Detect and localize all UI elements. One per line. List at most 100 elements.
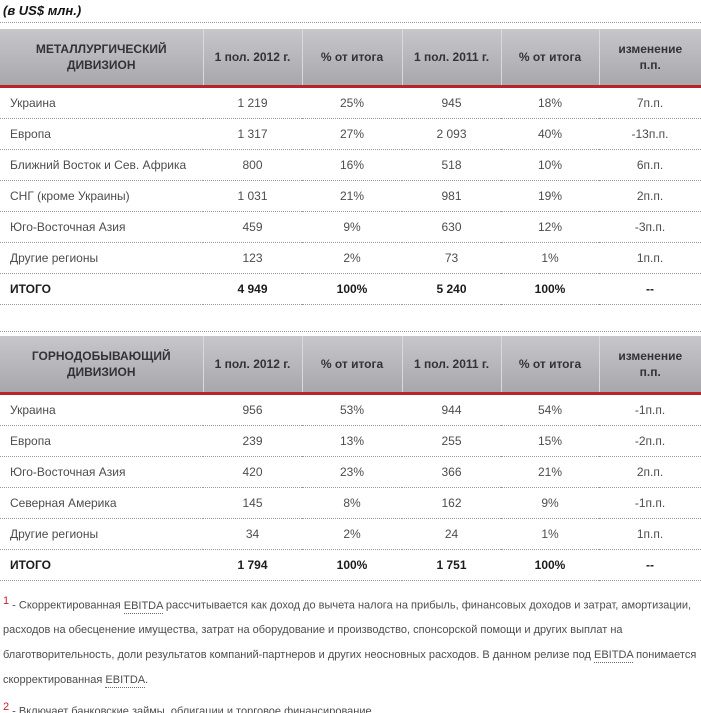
value-cell: -- bbox=[599, 549, 701, 581]
value-cell: 9% bbox=[501, 487, 599, 519]
value-cell: -3п.п. bbox=[599, 211, 701, 243]
region-label: Украина bbox=[0, 393, 203, 426]
value-cell: 2п.п. bbox=[599, 456, 701, 488]
value-cell: 54% bbox=[501, 393, 599, 426]
value-cell: 5 240 bbox=[402, 273, 501, 305]
region-label: Другие регионы bbox=[0, 518, 203, 550]
value-cell: 100% bbox=[302, 273, 402, 305]
value-cell: 21% bbox=[302, 180, 402, 212]
region-label: ИТОГО bbox=[0, 273, 203, 305]
value-cell: 800 bbox=[203, 149, 302, 181]
value-cell: 4 949 bbox=[203, 273, 302, 305]
header-row: МЕТАЛЛУРГИЧЕСКИЙ ДИВИЗИОН 1 пол. 2012 г.%… bbox=[0, 29, 701, 88]
value-cell: 1 794 bbox=[203, 549, 302, 581]
data-table: ГОРНОДОБЫВАЮЩИЙ ДИВИЗИОН 1 пол. 2012 г.% … bbox=[0, 336, 701, 581]
column-header: ГОРНОДОБЫВАЮЩИЙ ДИВИЗИОН bbox=[0, 336, 203, 395]
value-cell: 10% bbox=[501, 149, 599, 181]
value-cell: 518 bbox=[402, 149, 501, 181]
value-cell: 1% bbox=[501, 518, 599, 550]
table-row: Европа 239 13% 255 15% -2п.п. bbox=[0, 425, 701, 457]
footnote-number: 1 bbox=[3, 595, 10, 607]
value-cell: 459 bbox=[203, 211, 302, 243]
highlighted-term: EBITDA bbox=[123, 599, 163, 614]
value-cell: 40% bbox=[501, 118, 599, 150]
value-cell: 1п.п. bbox=[599, 518, 701, 550]
value-cell: 145 bbox=[203, 487, 302, 519]
value-cell: 100% bbox=[501, 549, 599, 581]
region-label: Ближний Восток и Сев. Африка bbox=[0, 149, 203, 181]
footnote: 2 - Включает банковские займы, облигации… bbox=[3, 700, 375, 713]
value-cell: 13% bbox=[302, 425, 402, 457]
table-header: ГОРНОДОБЫВАЮЩИЙ ДИВИЗИОН 1 пол. 2012 г.% … bbox=[0, 336, 701, 395]
value-cell: 73 bbox=[402, 242, 501, 274]
region-label: Юго-Восточная Азия bbox=[0, 456, 203, 488]
value-cell: 9% bbox=[302, 211, 402, 243]
column-header: % от итога bbox=[301, 29, 402, 88]
value-cell: 1 751 bbox=[402, 549, 501, 581]
column-header: % от итога bbox=[301, 336, 402, 395]
region-label: Северная Америка bbox=[0, 487, 203, 519]
value-cell: 18% bbox=[501, 86, 599, 119]
value-cell: 1 317 bbox=[203, 118, 302, 150]
value-cell: 630 bbox=[402, 211, 501, 243]
column-header: % от итога bbox=[500, 29, 599, 88]
footnote-number: 2 bbox=[3, 700, 10, 713]
value-cell: 12% bbox=[501, 211, 599, 243]
value-cell: 123 bbox=[203, 242, 302, 274]
value-cell: 16% bbox=[302, 149, 402, 181]
value-cell: -2п.п. bbox=[599, 425, 701, 457]
table-row: Ближний Восток и Сев. Африка 800 16% 518 10%… bbox=[0, 149, 701, 181]
value-cell: 6п.п. bbox=[599, 149, 701, 181]
value-cell: 1% bbox=[501, 242, 599, 274]
value-cell: -- bbox=[599, 273, 701, 305]
column-header: % от итога bbox=[500, 336, 599, 395]
mining-division-table: ГОРНОДОБЫВАЮЩИЙ ДИВИЗИОН 1 пол. 2012 г.% … bbox=[0, 331, 701, 581]
value-cell: 1 031 bbox=[203, 180, 302, 212]
value-cell: 944 bbox=[402, 393, 501, 426]
value-cell: 34 bbox=[203, 518, 302, 550]
highlighted-term: EBITDA bbox=[105, 673, 146, 688]
table-body: Украина 1 219 25% 945 18% 7п.п. Европа 1 317 27%… bbox=[0, 86, 701, 305]
value-cell: 19% bbox=[501, 180, 599, 212]
region-label: Украина bbox=[0, 86, 203, 119]
highlighted-term: EBITDA bbox=[594, 649, 634, 664]
value-cell: 2% bbox=[302, 242, 402, 274]
table-row: Европа 1 317 27% 2 093 40% -13п.п. bbox=[0, 118, 701, 150]
value-cell: 27% bbox=[302, 118, 402, 150]
value-cell: -1п.п. bbox=[599, 487, 701, 519]
column-header: МЕТАЛЛУРГИЧЕСКИЙ ДИВИЗИОН bbox=[0, 29, 203, 88]
region-label: Другие регионы bbox=[0, 242, 203, 274]
region-label: ИТОГО bbox=[0, 549, 203, 581]
value-cell: 420 bbox=[203, 456, 302, 488]
data-table: МЕТАЛЛУРГИЧЕСКИЙ ДИВИЗИОН 1 пол. 2012 г.%… bbox=[0, 29, 701, 305]
region-label: Европа bbox=[0, 425, 203, 457]
table-body: Украина 956 53% 944 54% -1п.п. Европа 239 13% 255… bbox=[0, 393, 701, 581]
value-cell: 23% bbox=[302, 456, 402, 488]
column-header: 1 пол. 2011 г. bbox=[401, 336, 501, 395]
table-row: Северная Америка 145 8% 162 9% -1п.п. bbox=[0, 487, 701, 519]
table-row: Другие регионы 123 2% 73 1% 1п.п. bbox=[0, 242, 701, 274]
column-header: 1 пол. 2012 г. bbox=[202, 336, 302, 395]
value-cell: 8% bbox=[302, 487, 402, 519]
value-cell: 981 bbox=[402, 180, 501, 212]
value-cell: 162 bbox=[402, 487, 501, 519]
value-cell: 366 bbox=[402, 456, 501, 488]
value-cell: 100% bbox=[501, 273, 599, 305]
value-cell: 956 bbox=[203, 393, 302, 426]
value-cell: 1п.п. bbox=[599, 242, 701, 274]
value-cell: 21% bbox=[501, 456, 599, 488]
value-cell: 25% bbox=[302, 86, 402, 119]
value-cell: 2п.п. bbox=[599, 180, 701, 212]
value-cell: 24 bbox=[402, 518, 501, 550]
value-cell: 239 bbox=[203, 425, 302, 457]
value-cell: 15% bbox=[501, 425, 599, 457]
total-row: ИТОГО 4 949 100% 5 240 100% -- bbox=[0, 273, 701, 305]
header-row: ГОРНОДОБЫВАЮЩИЙ ДИВИЗИОН 1 пол. 2012 г.% … bbox=[0, 336, 701, 395]
column-header: изменение п.п. bbox=[598, 29, 701, 88]
region-label: СНГ (кроме Украины) bbox=[0, 180, 203, 212]
total-row: ИТОГО 1 794 100% 1 751 100% -- bbox=[0, 549, 701, 581]
value-cell: 2% bbox=[302, 518, 402, 550]
region-label: Юго-Восточная Азия bbox=[0, 211, 203, 243]
table-row: Юго-Восточная Азия 459 9% 630 12% -3п.п. bbox=[0, 211, 701, 243]
